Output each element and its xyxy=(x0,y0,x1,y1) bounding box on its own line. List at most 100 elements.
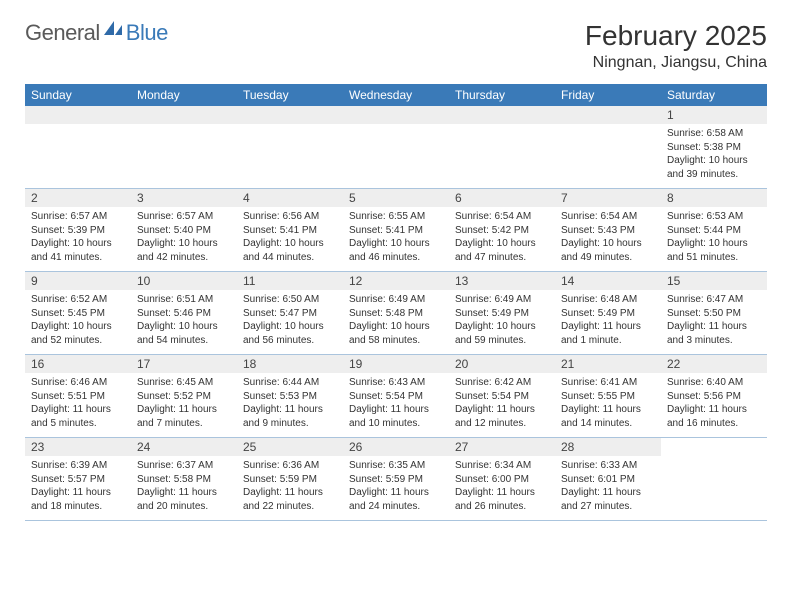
week-row: 9Sunrise: 6:52 AMSunset: 5:45 PMDaylight… xyxy=(25,272,767,355)
day-cell: 28Sunrise: 6:33 AMSunset: 6:01 PMDayligh… xyxy=(555,438,661,520)
day-number: 18 xyxy=(237,355,343,373)
empty-day-number xyxy=(25,106,131,124)
day-number: 10 xyxy=(131,272,237,290)
day-cell: 23Sunrise: 6:39 AMSunset: 5:57 PMDayligh… xyxy=(25,438,131,520)
weekday-cell: Thursday xyxy=(449,84,555,106)
day-cell xyxy=(555,106,661,188)
day-content: Sunrise: 6:42 AMSunset: 5:54 PMDaylight:… xyxy=(449,373,555,436)
day-content: Sunrise: 6:54 AMSunset: 5:42 PMDaylight:… xyxy=(449,207,555,270)
day-content: Sunrise: 6:44 AMSunset: 5:53 PMDaylight:… xyxy=(237,373,343,436)
day-number: 22 xyxy=(661,355,767,373)
day-number: 19 xyxy=(343,355,449,373)
day-number: 13 xyxy=(449,272,555,290)
calendar: SundayMondayTuesdayWednesdayThursdayFrid… xyxy=(25,84,767,521)
day-content: Sunrise: 6:46 AMSunset: 5:51 PMDaylight:… xyxy=(25,373,131,436)
week-row: 1Sunrise: 6:58 AMSunset: 5:38 PMDaylight… xyxy=(25,106,767,189)
day-cell xyxy=(661,438,767,520)
weekday-header: SundayMondayTuesdayWednesdayThursdayFrid… xyxy=(25,84,767,106)
day-cell: 17Sunrise: 6:45 AMSunset: 5:52 PMDayligh… xyxy=(131,355,237,437)
day-number: 23 xyxy=(25,438,131,456)
day-cell xyxy=(343,106,449,188)
day-cell: 15Sunrise: 6:47 AMSunset: 5:50 PMDayligh… xyxy=(661,272,767,354)
day-content: Sunrise: 6:49 AMSunset: 5:48 PMDaylight:… xyxy=(343,290,449,353)
day-content: Sunrise: 6:43 AMSunset: 5:54 PMDaylight:… xyxy=(343,373,449,436)
day-cell: 3Sunrise: 6:57 AMSunset: 5:40 PMDaylight… xyxy=(131,189,237,271)
weekday-cell: Wednesday xyxy=(343,84,449,106)
day-content: Sunrise: 6:57 AMSunset: 5:39 PMDaylight:… xyxy=(25,207,131,270)
day-content: Sunrise: 6:39 AMSunset: 5:57 PMDaylight:… xyxy=(25,456,131,519)
empty-day-number xyxy=(449,106,555,124)
day-cell xyxy=(449,106,555,188)
day-cell: 7Sunrise: 6:54 AMSunset: 5:43 PMDaylight… xyxy=(555,189,661,271)
day-content: Sunrise: 6:45 AMSunset: 5:52 PMDaylight:… xyxy=(131,373,237,436)
empty-day-number xyxy=(237,106,343,124)
day-cell: 20Sunrise: 6:42 AMSunset: 5:54 PMDayligh… xyxy=(449,355,555,437)
day-cell: 25Sunrise: 6:36 AMSunset: 5:59 PMDayligh… xyxy=(237,438,343,520)
day-number: 1 xyxy=(661,106,767,124)
day-cell: 8Sunrise: 6:53 AMSunset: 5:44 PMDaylight… xyxy=(661,189,767,271)
day-number: 21 xyxy=(555,355,661,373)
logo-text-blue: Blue xyxy=(126,20,168,46)
day-content: Sunrise: 6:54 AMSunset: 5:43 PMDaylight:… xyxy=(555,207,661,270)
day-content: Sunrise: 6:35 AMSunset: 5:59 PMDaylight:… xyxy=(343,456,449,519)
week-row: 16Sunrise: 6:46 AMSunset: 5:51 PMDayligh… xyxy=(25,355,767,438)
month-title: February 2025 xyxy=(585,20,767,52)
day-cell: 18Sunrise: 6:44 AMSunset: 5:53 PMDayligh… xyxy=(237,355,343,437)
calendar-body: 1Sunrise: 6:58 AMSunset: 5:38 PMDaylight… xyxy=(25,106,767,521)
day-cell xyxy=(25,106,131,188)
location: Ningnan, Jiangsu, China xyxy=(585,54,767,72)
day-number: 2 xyxy=(25,189,131,207)
day-content: Sunrise: 6:50 AMSunset: 5:47 PMDaylight:… xyxy=(237,290,343,353)
day-number: 3 xyxy=(131,189,237,207)
day-number: 27 xyxy=(449,438,555,456)
day-number: 16 xyxy=(25,355,131,373)
week-row: 2Sunrise: 6:57 AMSunset: 5:39 PMDaylight… xyxy=(25,189,767,272)
weekday-cell: Saturday xyxy=(661,84,767,106)
day-number: 20 xyxy=(449,355,555,373)
day-content: Sunrise: 6:49 AMSunset: 5:49 PMDaylight:… xyxy=(449,290,555,353)
day-content: Sunrise: 6:56 AMSunset: 5:41 PMDaylight:… xyxy=(237,207,343,270)
day-number: 15 xyxy=(661,272,767,290)
day-cell: 6Sunrise: 6:54 AMSunset: 5:42 PMDaylight… xyxy=(449,189,555,271)
logo-sail-icon xyxy=(104,21,124,37)
header: General Blue February 2025 Ningnan, Jian… xyxy=(25,20,767,72)
day-content: Sunrise: 6:33 AMSunset: 6:01 PMDaylight:… xyxy=(555,456,661,519)
title-block: February 2025 Ningnan, Jiangsu, China xyxy=(585,20,767,72)
day-content: Sunrise: 6:36 AMSunset: 5:59 PMDaylight:… xyxy=(237,456,343,519)
day-content: Sunrise: 6:48 AMSunset: 5:49 PMDaylight:… xyxy=(555,290,661,353)
day-cell: 10Sunrise: 6:51 AMSunset: 5:46 PMDayligh… xyxy=(131,272,237,354)
day-cell: 11Sunrise: 6:50 AMSunset: 5:47 PMDayligh… xyxy=(237,272,343,354)
day-number: 26 xyxy=(343,438,449,456)
day-content: Sunrise: 6:47 AMSunset: 5:50 PMDaylight:… xyxy=(661,290,767,353)
weekday-cell: Monday xyxy=(131,84,237,106)
day-content: Sunrise: 6:52 AMSunset: 5:45 PMDaylight:… xyxy=(25,290,131,353)
empty-day-number xyxy=(555,106,661,124)
day-number: 8 xyxy=(661,189,767,207)
day-content: Sunrise: 6:58 AMSunset: 5:38 PMDaylight:… xyxy=(661,124,767,187)
weekday-cell: Tuesday xyxy=(237,84,343,106)
day-content: Sunrise: 6:41 AMSunset: 5:55 PMDaylight:… xyxy=(555,373,661,436)
day-number: 24 xyxy=(131,438,237,456)
day-number: 7 xyxy=(555,189,661,207)
day-number: 11 xyxy=(237,272,343,290)
day-cell: 13Sunrise: 6:49 AMSunset: 5:49 PMDayligh… xyxy=(449,272,555,354)
day-cell: 12Sunrise: 6:49 AMSunset: 5:48 PMDayligh… xyxy=(343,272,449,354)
weekday-cell: Sunday xyxy=(25,84,131,106)
day-cell: 4Sunrise: 6:56 AMSunset: 5:41 PMDaylight… xyxy=(237,189,343,271)
logo: General Blue xyxy=(25,20,168,46)
logo-text-general: General xyxy=(25,20,100,46)
day-cell: 9Sunrise: 6:52 AMSunset: 5:45 PMDaylight… xyxy=(25,272,131,354)
day-number: 4 xyxy=(237,189,343,207)
empty-day-number xyxy=(131,106,237,124)
day-number: 6 xyxy=(449,189,555,207)
day-cell: 27Sunrise: 6:34 AMSunset: 6:00 PMDayligh… xyxy=(449,438,555,520)
day-number: 17 xyxy=(131,355,237,373)
day-cell: 1Sunrise: 6:58 AMSunset: 5:38 PMDaylight… xyxy=(661,106,767,188)
day-number: 5 xyxy=(343,189,449,207)
day-number: 12 xyxy=(343,272,449,290)
day-cell xyxy=(131,106,237,188)
day-cell xyxy=(237,106,343,188)
day-content: Sunrise: 6:51 AMSunset: 5:46 PMDaylight:… xyxy=(131,290,237,353)
page: General Blue February 2025 Ningnan, Jian… xyxy=(0,0,792,541)
day-number: 9 xyxy=(25,272,131,290)
